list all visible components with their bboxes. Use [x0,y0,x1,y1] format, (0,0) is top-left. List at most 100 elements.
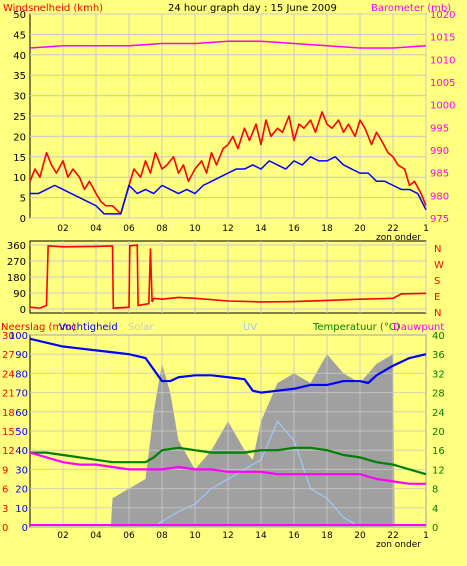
barometer-axis-label: Barometer (mb) [371,3,451,14]
wind-axis-label: Windsnelheid (kmh) [3,3,103,14]
rain-tick-label: 30 [2,331,15,342]
rain-tick-label: 9 [2,465,8,476]
humidity-tick-label: 10 [15,504,28,515]
temperature-axis: 0 4 8 12 16 20 24 28 32 36 40 [432,331,445,534]
chart-title: 24 hour graph day : 15 June 2009 [168,3,337,14]
humidity-tick-label: 40 [15,446,28,457]
compass-label: N [434,308,441,319]
wind-tick-label: 30 [13,92,26,103]
wind-x-tick-label: 04 [90,224,102,234]
dewpoint-line [29,451,426,485]
rain-tick-label: 24 [2,369,15,380]
temperature-tick-label: 32 [432,369,445,380]
climate-x-tick-label: 16 [288,531,300,541]
humidity-tick-label: 80 [15,369,28,380]
wind-tick-label: 5 [20,194,26,205]
humidity-tick-label: 0 [22,523,28,534]
wind-x-tick-label: 10 [189,224,201,234]
temperature-tick-label: 4 [432,504,438,515]
climate-x-tick-label: 18 [321,531,333,541]
direction-series [29,244,427,309]
wind-tick-label: 50 [13,10,26,21]
climate-grid [30,334,427,528]
uv-axis-label: UV [243,322,257,333]
barometer-tick-label: 1000 [430,101,455,112]
climate-x-tick-label: 14 [255,531,267,541]
temperature-tick-label: 28 [432,389,445,400]
climate-x-tick-label: 20 [354,531,366,541]
humidity-tick-label: 90 [15,350,28,361]
climate-series [29,337,427,526]
compass-label: N [434,244,441,255]
barometer-tick-label: 995 [430,123,449,134]
climate-x-axis: 02 04 06 08 10 12 14 16 18 20 22 1 [57,531,429,541]
barometer-tick-label: 990 [430,146,449,157]
compass-label: W [434,260,444,271]
wind-tick-label: 20 [13,132,26,143]
climate-x-tick-label: 04 [90,531,102,541]
temperature-tick-label: 8 [432,485,438,496]
barometer-tick-label: 975 [430,214,449,225]
wind-tick-label: 35 [13,71,26,82]
direction-tick-label: 0 [20,305,26,316]
climate-x-tick-label: 08 [156,531,168,541]
humidity-tick-label: 60 [15,408,28,419]
temperature-tick-label: 24 [432,408,445,419]
wind-x-tick-label: 12 [222,224,233,234]
barometer-tick-label: 985 [430,169,449,180]
climate-x-tick-label: 06 [123,531,135,541]
wind-direction-line [29,244,427,309]
temperature-tick-label: 0 [432,523,438,534]
wind-x-tick-label: 02 [57,224,68,234]
rain-tick-label: 3 [2,504,8,515]
rain-tick-label: 21 [2,389,15,400]
wind-tick-label: 15 [13,153,26,164]
wind-x-tick-label: 16 [288,224,300,234]
temperature-tick-label: 16 [432,446,445,457]
rain-humidity-axes: 0 3 6 9 12 15 18 21 24 27 30 0 10 20 30 40 50 60 70 80 90 100 [2,331,28,534]
rain-tick-label: 0 [2,523,8,534]
barometer-tick-label: 1015 [430,33,455,44]
wind-gust-line [29,111,427,215]
direction-tick-label: 90 [13,289,26,300]
humidity-tick-label: 30 [15,465,28,476]
humidity-tick-label: 100 [9,331,28,342]
solar-uv-series [30,354,395,528]
wind-x-tick-label: 22 [387,224,398,234]
climate-x-tick-label: 12 [222,531,233,541]
barometer-line [29,40,427,49]
rain-tick-label: 12 [2,446,15,457]
wind-series [29,40,427,215]
climate-x-tick-label: 10 [189,531,201,541]
barometer-right-axis: 975 980 985 990 995 1000 1005 1010 1015 1020 [430,10,455,225]
wind-tick-label: 25 [13,112,26,123]
wind-avg-line [30,156,427,215]
wind-tick-label: 45 [13,30,26,41]
climate-x-tick-label: 22 [387,531,398,541]
climate-x-tick-label: 1 [423,531,429,541]
temperature-line [30,446,427,476]
direction-tick-label: 360 [7,241,26,252]
rain-tick-label: 27 [2,350,15,361]
climate-x-tick-label: 02 [57,531,68,541]
humidity-tick-label: 70 [15,389,28,400]
humidity-tick-label: 20 [15,485,28,496]
wind-left-axis: 0 5 10 15 20 25 30 35 40 45 50 [13,10,26,225]
wind-tick-label: 0 [20,214,26,225]
temperature-axis-label: Temperatuur (°C) [312,322,400,333]
sunset-note-bottom: zon onder [376,540,421,550]
rain-axis-label: Neerslag (mm) [1,322,76,333]
uv-line [153,420,361,528]
compass-label: E [434,292,440,303]
barometer-tick-label: 1010 [430,55,455,66]
wind-x-tick-label: 08 [156,224,168,234]
temperature-tick-label: 12 [432,465,445,476]
sunset-note-top: zon onder [376,233,421,243]
humidity-axis-label: Vochtigheid [59,322,118,333]
temperature-tick-label: 40 [432,331,445,342]
direction-tick-label: 270 [7,257,26,268]
